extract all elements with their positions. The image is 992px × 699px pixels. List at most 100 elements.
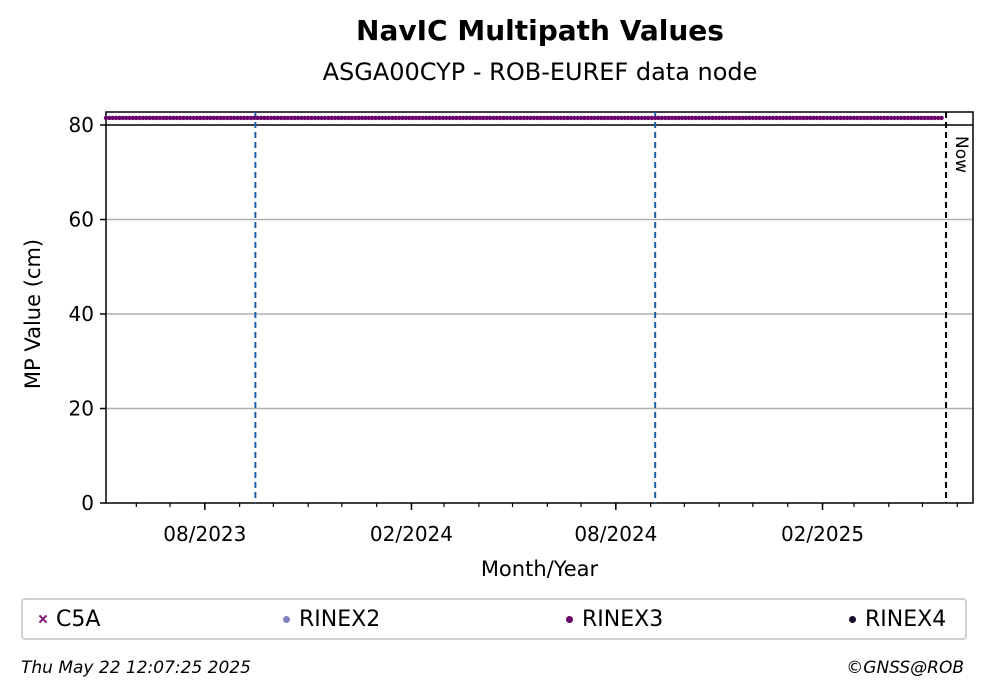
rinex3-point [885, 115, 890, 121]
rinex3-point [151, 115, 156, 121]
rinex3-point [898, 115, 904, 121]
rinex3-point [545, 115, 550, 121]
rinex3-point [865, 115, 870, 121]
rinex3-point [255, 115, 260, 121]
rinex3-point [636, 115, 641, 121]
rinex3-point [555, 115, 560, 121]
rinex3-point [754, 115, 759, 121]
rinex3-point [454, 115, 459, 121]
rinex3-point [717, 115, 722, 121]
rinex3-point [316, 115, 321, 121]
rinex3-point [457, 115, 462, 121]
rinex3-point [194, 115, 200, 121]
rinex3-point [915, 115, 921, 121]
rinex3-point [450, 115, 456, 121]
rinex3-point [740, 115, 745, 121]
rinex3-point [612, 115, 617, 121]
rinex3-point [120, 115, 126, 121]
rinex3-point [619, 115, 624, 121]
rinex3-point [804, 115, 809, 121]
rinex3-point [477, 115, 483, 121]
rinex3-point [279, 115, 284, 121]
rinex3-point [929, 115, 934, 121]
multipath-chart: 0 20 40 60 80 08/2023 02/2024 08/2024 02/2025 Mon… [21, 111, 974, 581]
rinex3-point [888, 115, 894, 121]
rinex3-point [430, 115, 435, 121]
rinex3-point [531, 115, 537, 121]
rinex3-point [541, 115, 547, 121]
rinex3-point [861, 115, 867, 121]
rinex3-point [504, 115, 510, 121]
rinex3-point [562, 115, 567, 121]
rinex3-point [494, 115, 499, 121]
rinex3-point [157, 115, 163, 121]
rinex3-point [332, 115, 338, 121]
rinex3-point [295, 115, 301, 121]
rinex3-point [417, 115, 422, 121]
rinex3-point [167, 115, 173, 121]
chart-title: NavIC Multipath Values [356, 14, 724, 47]
rinex3-point [302, 115, 307, 121]
rinex3-point [649, 115, 654, 121]
rinex3-point [177, 115, 183, 121]
y-axis-label: MP Value (cm) [21, 239, 45, 389]
rinex3-point [902, 115, 907, 121]
rinex4-marker-icon [849, 615, 856, 623]
rinex3-point [912, 115, 917, 121]
rinex3-point [524, 115, 530, 121]
rinex3-point [841, 115, 846, 121]
rinex3-point [319, 115, 324, 121]
rinex3-point [713, 115, 718, 121]
y-tick-label: 20 [69, 397, 94, 421]
rinex3-point [487, 115, 493, 121]
rinex3-point [801, 115, 806, 121]
rinex3-point [238, 115, 243, 121]
now-label: Now [951, 136, 971, 173]
rinex3-point [905, 115, 911, 121]
rinex3-point [764, 115, 769, 121]
rinex3-point [710, 115, 715, 121]
rinex3-point [919, 115, 924, 121]
rinex3-point [767, 115, 772, 121]
rinex3-point [939, 115, 944, 121]
rinex3-point [248, 115, 254, 121]
rinex3-point [447, 115, 452, 121]
rinex3-point [113, 115, 119, 121]
rinex3-point [467, 115, 473, 121]
rinex3-point [797, 115, 803, 121]
rinex3-point [346, 115, 351, 121]
rinex3-point [437, 115, 442, 121]
rinex3-point [198, 115, 203, 121]
rinex3-point [221, 115, 227, 121]
rinex3-point [791, 115, 796, 121]
rinex3-point [393, 115, 398, 121]
rinex3-point [828, 115, 833, 121]
rinex3-point [275, 115, 280, 121]
rinex3-point [312, 115, 318, 121]
rinex3-marker-icon [566, 615, 573, 623]
rinex3-point [821, 115, 826, 121]
rinex3-point [410, 115, 415, 121]
rinex3-point [386, 115, 392, 121]
rinex3-point [130, 115, 136, 121]
rinex3-point [572, 115, 577, 121]
rinex3-point [228, 115, 233, 121]
rinex3-point [727, 115, 732, 121]
rinex3-point [770, 115, 776, 121]
rinex3-point [872, 115, 877, 121]
rinex3-point [909, 115, 914, 121]
rinex3-point [548, 115, 553, 121]
rinex3-point [218, 115, 223, 121]
rinex3-point [124, 115, 129, 121]
rinex3-point [380, 115, 385, 121]
rinex3-point [107, 115, 112, 121]
rinex3-point [235, 115, 240, 121]
rinex3-point [568, 115, 574, 121]
rinex3-point [191, 115, 196, 121]
chart-subtitle: ASGA00CYP - ROB-EUREF data node [322, 58, 758, 86]
rinex3-point [693, 115, 698, 121]
rinex3-point [282, 115, 287, 121]
rinex3-point [420, 115, 425, 121]
rinex3-point [188, 115, 193, 121]
rinex3-point [356, 115, 361, 121]
